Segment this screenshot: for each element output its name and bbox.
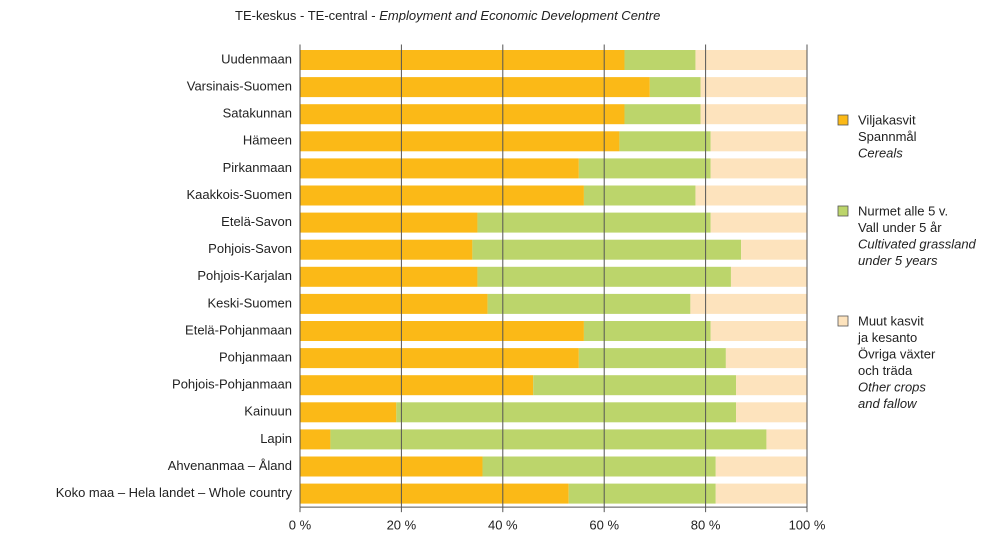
bar-segment <box>578 348 726 369</box>
y-tick-label: Pohjois-Karjalan <box>197 268 292 283</box>
bar-segment <box>300 429 331 450</box>
legend-label: ja kesanto <box>857 330 917 345</box>
legend-swatch <box>837 205 849 217</box>
bar-segment <box>715 456 807 477</box>
bar-segment <box>736 375 807 396</box>
x-tick-label: 0 % <box>289 518 312 533</box>
y-tick-label: Pohjanmaan <box>219 350 292 365</box>
bar-segment <box>300 266 478 287</box>
y-tick-label: Lapin <box>260 431 292 446</box>
bar-segment <box>730 266 807 287</box>
bar-segment <box>624 104 701 125</box>
bar-segment <box>300 456 483 477</box>
y-tick-label: Keski-Suomen <box>207 295 292 310</box>
y-tick-label: Kainuun <box>244 404 292 419</box>
bar-segment <box>619 131 711 152</box>
bar-segment <box>300 293 488 314</box>
y-tick-label: Hämeen <box>243 133 292 148</box>
bar-segment <box>300 483 569 504</box>
bar-segment <box>300 321 584 341</box>
y-tick-label: Etelä-Savon <box>221 214 292 229</box>
bar-segment <box>725 348 807 369</box>
x-tick-label: 60 % <box>589 518 619 533</box>
bar-segment <box>477 212 711 233</box>
bar-segment <box>736 402 807 423</box>
bar-segment <box>568 483 716 504</box>
bar-segment <box>690 293 807 314</box>
bar-segment <box>300 77 650 98</box>
bar-segment <box>487 293 691 314</box>
bar-segment <box>710 131 807 152</box>
bar-segment <box>533 375 737 396</box>
y-tick-label: Pohjois-Savon <box>208 241 292 256</box>
bar-segment <box>300 375 534 396</box>
bar-segment <box>766 429 807 450</box>
bar-segment <box>715 483 807 504</box>
title: TE-keskus - TE-central - <box>235 8 376 23</box>
legend-swatch <box>837 315 849 327</box>
y-tick-label: Satakunnan <box>223 106 292 121</box>
legend-label-en: and fallow <box>858 396 918 411</box>
bar-segment <box>300 50 625 70</box>
title-en: Employment and Economic Development Cent… <box>379 8 660 23</box>
y-tick-label: Uudenmaan <box>221 51 292 66</box>
bar-segment <box>482 456 716 477</box>
bar-segment <box>624 50 696 70</box>
y-tick-label: Koko maa – Hela landet – Whole country <box>56 485 293 500</box>
bar-segment <box>583 185 696 206</box>
legend-label: Nurmet alle 5 v. <box>858 203 948 218</box>
legend-label-en: under 5 years <box>858 253 938 268</box>
y-tick-label: Etelä-Pohjanmaan <box>185 322 292 337</box>
legend-label: Muut kasvit <box>858 313 924 328</box>
x-tick-label: 80 % <box>691 518 721 533</box>
bar-segment <box>300 185 584 206</box>
x-tick-label: 40 % <box>488 518 518 533</box>
x-tick-label: 20 % <box>387 518 417 533</box>
legend-label: Vall under 5 år <box>858 220 942 235</box>
bar-segment <box>578 158 711 179</box>
legend-swatch <box>837 114 849 126</box>
legend-label: Viljakasvit <box>858 112 916 127</box>
y-tick-label: Varsinais-Suomen <box>187 79 292 94</box>
bar-segment <box>300 402 397 423</box>
bar-segment <box>695 185 807 206</box>
bar-segment <box>300 348 579 369</box>
y-tick-label: Ahvenanmaa – Åland <box>168 458 292 473</box>
bar-segment <box>330 429 767 450</box>
x-tick-label: 100 % <box>789 518 826 533</box>
legend-label: Spannmål <box>858 129 917 144</box>
bar-segment <box>710 212 807 233</box>
bar-segment <box>396 402 737 423</box>
bar-segment <box>695 50 807 70</box>
bar-segment <box>300 131 620 152</box>
y-tick-label: Kaakkois-Suomen <box>187 187 293 202</box>
legend-label-en: Cereals <box>858 145 903 160</box>
bar-segment <box>300 239 473 260</box>
legend-label-en: Other crops <box>858 379 926 394</box>
bar-segment <box>700 77 807 98</box>
bar-segment <box>300 104 625 125</box>
bar-segment <box>300 212 478 233</box>
legend-label-en: Cultivated grassland <box>858 236 977 251</box>
legend-label: och träda <box>858 363 913 378</box>
bar-segment <box>649 77 701 98</box>
bar-segment <box>710 158 807 179</box>
chart-title: TE-keskus - TE-central - Employment and … <box>235 8 660 23</box>
bar-segment <box>472 239 742 260</box>
bar-segment <box>741 239 807 260</box>
bar-segment <box>583 321 711 341</box>
bar-segment <box>710 321 807 341</box>
bar-segment <box>300 158 579 179</box>
bar-segment <box>700 104 807 125</box>
y-tick-label: Pirkanmaan <box>223 160 292 175</box>
y-tick-label: Pohjois-Pohjanmaan <box>172 377 292 392</box>
legend-label: Övriga växter <box>858 346 936 361</box>
